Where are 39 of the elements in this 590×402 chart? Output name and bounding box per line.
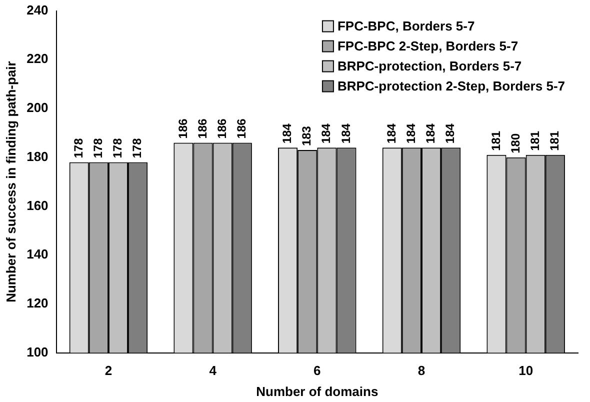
data-label: 178	[130, 138, 144, 158]
legend-label: BRPC-protection, Borders 5-7	[337, 58, 522, 74]
legend-label: FPC-BPC, Borders 5-7	[337, 18, 475, 34]
y-tick-label: 240	[26, 2, 48, 18]
data-label: 186	[195, 118, 210, 139]
y-tick-label: 180	[26, 148, 48, 164]
y-axis-title: Number of success in finding path-pair	[3, 61, 18, 302]
data-label: 184	[338, 123, 353, 144]
data-label: 184	[404, 123, 418, 144]
data-label: 178	[110, 138, 125, 158]
y-tick-label: 140	[26, 246, 48, 262]
data-label: 180	[508, 133, 522, 154]
data-label: 186	[234, 118, 248, 139]
x-tick-label: 6	[314, 363, 321, 378]
data-label: 184	[424, 123, 438, 144]
data-label: 186	[214, 118, 229, 139]
data-label: 184	[319, 123, 334, 144]
x-axis-title: Number of domains	[256, 384, 378, 399]
x-tick-label: 4	[209, 363, 218, 378]
data-label: 181	[528, 130, 542, 151]
data-label: 181	[547, 130, 562, 151]
data-label: 178	[90, 138, 105, 158]
legend-label: BRPC-protection 2-Step, Borders 5-7	[337, 78, 566, 94]
y-tick-label: 220	[26, 51, 48, 66]
data-label: 178	[71, 138, 86, 158]
x-tick-label: 10	[518, 363, 534, 378]
data-label: 184	[384, 123, 398, 144]
data-label: 183	[300, 126, 314, 146]
data-label: 184	[443, 123, 458, 144]
y-tick-label: 120	[26, 296, 48, 311]
data-label: 181	[488, 130, 503, 151]
y-tick-label: 160	[26, 198, 48, 213]
y-tick-label: 100	[26, 344, 48, 360]
legend-label: FPC-BPC 2-Step, Borders 5-7	[337, 38, 518, 54]
y-tick-label: 200	[26, 100, 48, 116]
data-label: 184	[280, 123, 294, 144]
x-tick-label: 8	[418, 363, 426, 378]
data-label: 186	[176, 118, 190, 139]
x-tick-label: 2	[104, 363, 112, 378]
